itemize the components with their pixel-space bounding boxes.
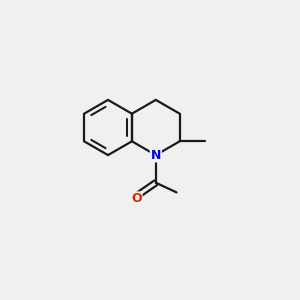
Text: N: N <box>151 148 161 162</box>
Text: O: O <box>131 192 142 205</box>
